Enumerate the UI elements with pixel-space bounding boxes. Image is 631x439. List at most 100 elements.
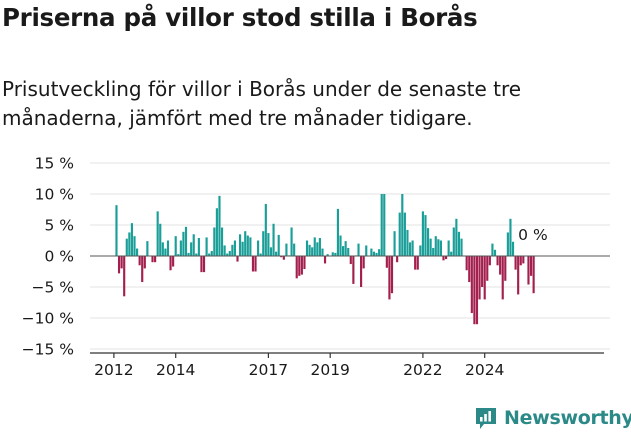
bar xyxy=(205,237,208,256)
bar xyxy=(133,236,136,256)
bar xyxy=(228,251,231,256)
bar xyxy=(190,242,193,256)
bar xyxy=(452,227,455,256)
y-tick-label: −15 % xyxy=(22,341,74,359)
bar xyxy=(442,256,445,261)
bar xyxy=(380,194,383,256)
y-tick-label: −10 % xyxy=(22,310,74,328)
bar xyxy=(208,253,211,256)
bar xyxy=(470,256,473,314)
bar xyxy=(514,256,517,270)
x-tick-label: 2022 xyxy=(403,361,442,379)
bar xyxy=(527,256,530,285)
bar xyxy=(262,231,265,256)
bar xyxy=(128,232,131,256)
bar xyxy=(321,248,324,256)
bar xyxy=(532,256,535,294)
bar xyxy=(336,208,339,256)
bar xyxy=(419,245,422,256)
bar xyxy=(141,256,144,283)
y-tick-label: 15 % xyxy=(35,155,74,173)
bar xyxy=(478,256,481,300)
bar xyxy=(311,247,314,256)
bar xyxy=(483,256,486,300)
bar xyxy=(239,234,242,256)
bar xyxy=(159,223,162,256)
bar xyxy=(290,227,293,256)
bar xyxy=(323,256,327,264)
bar xyxy=(481,256,484,287)
x-tick-label: 2014 xyxy=(156,361,195,379)
bar xyxy=(362,256,365,269)
bar xyxy=(166,240,170,256)
bar xyxy=(277,234,280,256)
bar xyxy=(334,252,337,256)
bar xyxy=(313,237,316,256)
bar xyxy=(246,235,249,256)
bar xyxy=(475,256,479,325)
newsworthy-logo: Newsworthy xyxy=(474,406,631,430)
bar xyxy=(202,256,206,273)
bar xyxy=(331,252,334,256)
bar xyxy=(179,240,182,256)
bar xyxy=(326,254,329,256)
bar xyxy=(269,247,273,256)
bar xyxy=(161,242,164,256)
bar xyxy=(352,256,355,284)
bar xyxy=(457,231,461,256)
bar xyxy=(177,254,180,256)
x-tick-label: 2017 xyxy=(249,361,288,379)
bar xyxy=(213,227,216,256)
bar xyxy=(138,256,141,266)
chart-subtitle: Prisutveckling för villor i Borås under … xyxy=(2,77,522,130)
bar xyxy=(169,256,172,271)
bar xyxy=(195,253,198,256)
bar xyxy=(429,238,432,256)
y-tick-label: −5 % xyxy=(31,279,74,297)
bar xyxy=(344,241,347,256)
bar xyxy=(120,256,123,269)
bar xyxy=(522,256,525,264)
bar xyxy=(182,231,185,256)
bar xyxy=(509,218,512,256)
y-tick-label: 0 % xyxy=(44,248,74,266)
y-tick-label: 10 % xyxy=(35,186,74,204)
bar xyxy=(385,256,388,268)
bar xyxy=(447,240,450,256)
bar xyxy=(295,256,298,279)
bar xyxy=(372,251,376,256)
bar xyxy=(233,240,236,256)
bar xyxy=(465,256,468,271)
bar xyxy=(365,245,368,256)
bar xyxy=(275,251,278,256)
bar xyxy=(300,256,303,275)
bar xyxy=(117,256,121,274)
bar xyxy=(293,243,296,256)
y-tick-label: 5 % xyxy=(44,217,74,235)
bar xyxy=(267,233,270,256)
bar xyxy=(529,256,533,276)
bar xyxy=(437,239,440,256)
x-tick-label: 2024 xyxy=(465,361,504,379)
bar xyxy=(473,256,476,325)
bar xyxy=(308,244,311,256)
bar xyxy=(241,241,244,256)
bar xyxy=(151,256,154,263)
bar xyxy=(504,256,507,281)
bar xyxy=(390,256,394,294)
bar xyxy=(318,238,321,256)
bar xyxy=(347,247,350,256)
bar xyxy=(223,245,226,256)
bar xyxy=(249,237,252,256)
bar xyxy=(450,251,453,256)
bar xyxy=(403,212,406,256)
bar xyxy=(511,241,515,256)
bar xyxy=(396,256,399,263)
bar xyxy=(184,226,188,256)
bar xyxy=(172,256,175,267)
bar xyxy=(298,256,301,276)
bar xyxy=(388,256,391,300)
bar xyxy=(455,218,458,256)
bar xyxy=(125,238,128,256)
last-value-label: 0 % xyxy=(518,226,548,244)
